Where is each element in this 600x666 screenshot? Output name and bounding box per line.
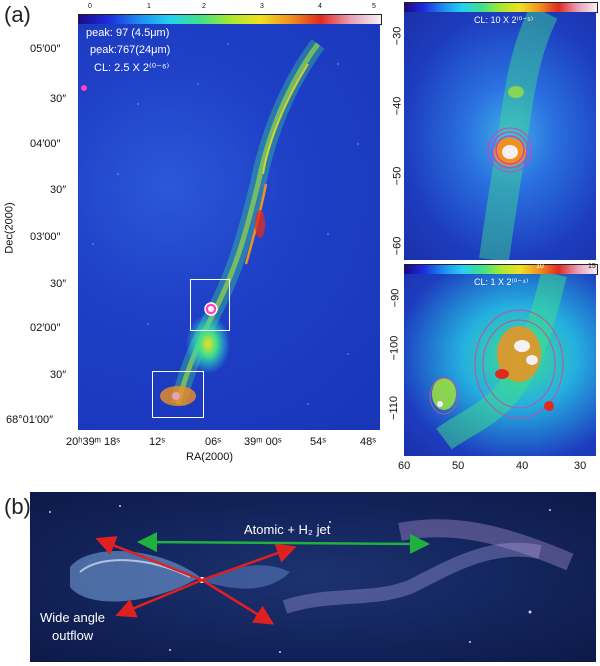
- panel-b-label: (b): [4, 494, 31, 519]
- colorbar-tick: 10: [536, 263, 544, 270]
- colorbar-tick: 15: [588, 263, 596, 270]
- y-tick: −110: [387, 396, 400, 420]
- y-tick: −40: [391, 96, 404, 116]
- ra-axis-label: RA(2000): [186, 451, 234, 463]
- ra-tick: 39ᵐ 00ˢ: [244, 436, 282, 448]
- y-tick: −100: [388, 335, 401, 361]
- y-tick: −30: [391, 26, 404, 46]
- dec-tick: 30″: [50, 369, 67, 381]
- colorbar-tick: 3: [260, 3, 264, 10]
- ra-tick: 48ˢ: [360, 436, 376, 448]
- dec-tick: 30″: [50, 93, 67, 105]
- ra-tick: 12ˢ: [149, 436, 165, 448]
- outflow-label-line-2: outflow: [52, 628, 94, 643]
- peak-annotation-24um: peak:767(24μm): [90, 44, 171, 56]
- panel-b-image: Atomic + H₂ jet Wide angle outflow: [30, 492, 596, 662]
- inset-bottom-image: CL: 1 X 2⁽⁰⁻⁴⁾: [404, 274, 596, 456]
- outflow-label-line-1: Wide angle: [40, 610, 106, 625]
- x-tick: 40: [516, 460, 529, 472]
- colorbar-tick: 4: [318, 3, 322, 10]
- dec-tick: 30″: [50, 184, 67, 196]
- dec-tick: 30″: [50, 278, 67, 290]
- zoom-box-lower: [152, 371, 204, 418]
- x-tick: 50: [452, 460, 465, 472]
- colorbar-tick: 1: [147, 3, 151, 10]
- y-tick: −90: [389, 288, 402, 308]
- y-tick: −60: [391, 236, 404, 256]
- inset-bottom-source-graphic: [429, 274, 567, 450]
- x-tick: 30: [574, 460, 587, 472]
- inset-top-image: CL: 10 X 2⁽⁰⁻⁵⁾: [404, 12, 596, 260]
- dec-tick: 03′00″: [30, 231, 61, 243]
- dec-tick: 68°01′00″: [6, 414, 54, 426]
- contour-level-annotation: CL: 2.5 X 2⁽⁰⁻⁶⁾: [94, 62, 170, 74]
- main-ir-image: peak: 97 (4.5μm) peak:767(24μm) CL: 2.5 …: [78, 24, 380, 430]
- dec-tick: 04′00″: [30, 138, 61, 150]
- dec-tick: 02′00″: [30, 322, 61, 334]
- zoom-box-upper: [190, 279, 230, 331]
- inset-top-contour-annotation: CL: 10 X 2⁽⁰⁻⁵⁾: [474, 15, 534, 25]
- colorbar-tick: 0: [88, 3, 92, 10]
- ra-tick: 06ˢ: [205, 436, 221, 448]
- peak-annotation-4-5um: peak: 97 (4.5μm): [86, 27, 170, 39]
- outflow-diagram: [49, 505, 574, 653]
- panel-a-label: (a): [4, 2, 31, 27]
- dec-tick: 05′00″: [30, 43, 61, 55]
- dec-axis-label: Dec(2000): [3, 202, 16, 254]
- jet-structure-graphic: [81, 39, 359, 406]
- ra-tick: 20ʰ39ᵐ 18ˢ: [66, 436, 121, 448]
- inset-top-source-graphic: [479, 12, 558, 260]
- colorbar-tick: 2: [202, 3, 206, 10]
- ra-tick: 54ˢ: [310, 436, 326, 448]
- colorbar-tick: 5: [372, 3, 376, 10]
- jet-label: Atomic + H₂ jet: [244, 522, 331, 537]
- y-tick: −50: [391, 166, 404, 186]
- inset-bottom-contour-annotation: CL: 1 X 2⁽⁰⁻⁴⁾: [474, 277, 529, 287]
- x-tick: 60: [398, 460, 411, 472]
